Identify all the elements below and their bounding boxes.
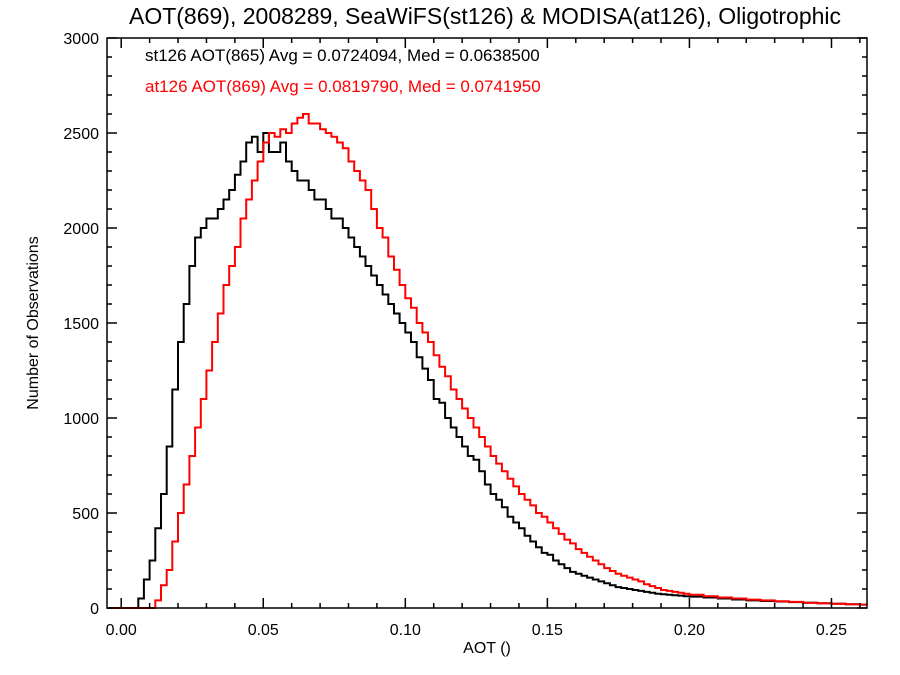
x-axis-label: AOT () [463, 640, 511, 657]
y-axis-label: Number of Observations [25, 236, 42, 409]
axes-layer: 0.00 0.05 0.10 0.15 0.20 0.25 0 500 1000 1500 2000… [63, 31, 867, 639]
y-tick-label: 2500 [63, 126, 99, 143]
plot-frame [106, 37, 868, 609]
y-tick-label: 2000 [63, 221, 99, 238]
x-tick-label: 0.15 [532, 622, 563, 639]
legend-entry-at126: at126 AOT(869) Avg = 0.0819790, Med = 0.… [145, 77, 541, 96]
x-tick-label: 0.05 [248, 622, 279, 639]
y-tick-label: 0 [90, 601, 99, 618]
x-tick-label: 0.25 [816, 622, 847, 639]
series-layer [107, 113, 868, 609]
y-tick-label: 3000 [63, 31, 99, 48]
y-tick-label: 1000 [63, 411, 99, 428]
y-tick-label: 500 [72, 506, 99, 523]
plot-area: 0.00 0.05 0.10 0.15 0.20 0.25 0 500 1000 1500 2000… [63, 31, 868, 639]
x-tick-label: 0.00 [106, 622, 137, 639]
y-tick-label: 1500 [63, 316, 99, 333]
series-line-at126 [107, 113, 868, 609]
x-tick-label: 0.20 [674, 622, 705, 639]
series-line-st126 [107, 132, 868, 609]
chart-title: AOT(869), 2008289, SeaWiFS(st126) & MODI… [129, 3, 841, 29]
legend-entry-st126: st126 AOT(865) Avg = 0.0724094, Med = 0.… [145, 46, 540, 65]
x-tick-label: 0.10 [390, 622, 421, 639]
